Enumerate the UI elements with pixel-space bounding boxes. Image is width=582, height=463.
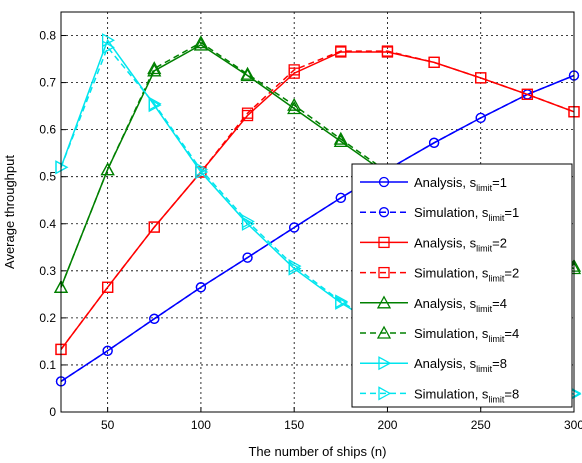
y-tick-label: 0.3: [39, 264, 56, 278]
legend-label: Analysis, slimit=4: [414, 296, 507, 314]
data-point: [475, 72, 487, 84]
data-point: [241, 107, 254, 119]
legend-marker: [378, 176, 390, 188]
x-tick-label: 100: [191, 418, 211, 432]
data-point: [288, 64, 300, 76]
series-line: [60, 74, 575, 383]
data-point: [149, 313, 160, 324]
x-tick-label: 300: [564, 418, 582, 432]
y-tick-label: 0.2: [39, 311, 56, 325]
x-tick-label: 200: [377, 418, 397, 432]
legend-label: Simulation, slimit=2: [414, 266, 519, 284]
data-point: [335, 192, 346, 204]
data-point: [289, 222, 300, 233]
y-tick-label: 0.8: [39, 29, 56, 43]
legend-marker: [378, 207, 390, 218]
data-point: [147, 63, 162, 77]
data-point: [148, 96, 162, 111]
legend-label: Analysis, slimit=8: [414, 356, 507, 374]
data-point: [287, 97, 302, 111]
legend-label: Analysis, slimit=2: [414, 235, 507, 253]
data-point: [102, 345, 113, 356]
legend-label: Simulation, slimit=4: [414, 326, 519, 344]
x-tick-label: 250: [471, 418, 491, 432]
data-point: [101, 40, 115, 55]
data-point: [100, 162, 115, 176]
y-tick-label: 0.5: [39, 170, 56, 184]
data-point: [195, 162, 209, 177]
data-point: [242, 252, 253, 263]
legend-marker: [378, 386, 392, 401]
data-point: [335, 45, 347, 57]
y-tick-label: 0.4: [39, 217, 56, 231]
y-axis-label: Average throughput: [2, 155, 17, 269]
x-axis-label: The number of ships (n): [248, 444, 386, 459]
data-point: [335, 294, 349, 309]
y-tick-label: 0.6: [39, 123, 56, 137]
data-point: [428, 56, 440, 69]
data-point: [240, 68, 255, 82]
data-point: [381, 45, 394, 57]
legend-marker: [378, 236, 390, 249]
legend-label: Analysis, slimit=1: [414, 175, 507, 193]
plot-frame: [60, 11, 575, 413]
y-tick-label: 0: [49, 405, 56, 419]
data-point: [241, 214, 255, 229]
data-point: [288, 259, 302, 274]
data-point: [475, 112, 486, 124]
legend-marker: [376, 295, 392, 309]
legend-box: [351, 163, 573, 408]
data-point: [240, 66, 255, 80]
data-point: [287, 101, 302, 115]
data-point: [195, 282, 207, 293]
legend-marker: [378, 266, 390, 279]
data-point: [521, 88, 534, 101]
series-2: [55, 70, 580, 387]
legend-label: Simulation, slimit=8: [414, 386, 519, 404]
y-tick-label: 0.7: [39, 76, 56, 90]
x-tick-label: 50: [101, 418, 115, 432]
axis-ticks: 50 100 150 200 250 300 0 0.1 0.2 0.3 0.4 0.5 0.6 0.7 0…: [39, 29, 582, 432]
data-point: [147, 61, 162, 75]
legend: Analysis, slimit=1 Simulation, slimit=1 An…: [351, 163, 573, 408]
data-point: [148, 221, 160, 233]
data-point: [333, 131, 348, 145]
x-tick-label: 150: [284, 418, 304, 432]
series-line: [60, 50, 575, 350]
data-point: [428, 137, 440, 148]
legend-marker: [376, 325, 392, 339]
data-point: [101, 33, 115, 48]
legend-marker: [378, 356, 392, 371]
data-point: [193, 35, 209, 49]
data-point: [101, 281, 114, 293]
legend-label: Simulation, slimit=1: [414, 205, 519, 223]
y-tick-label: 0.1: [39, 358, 56, 372]
